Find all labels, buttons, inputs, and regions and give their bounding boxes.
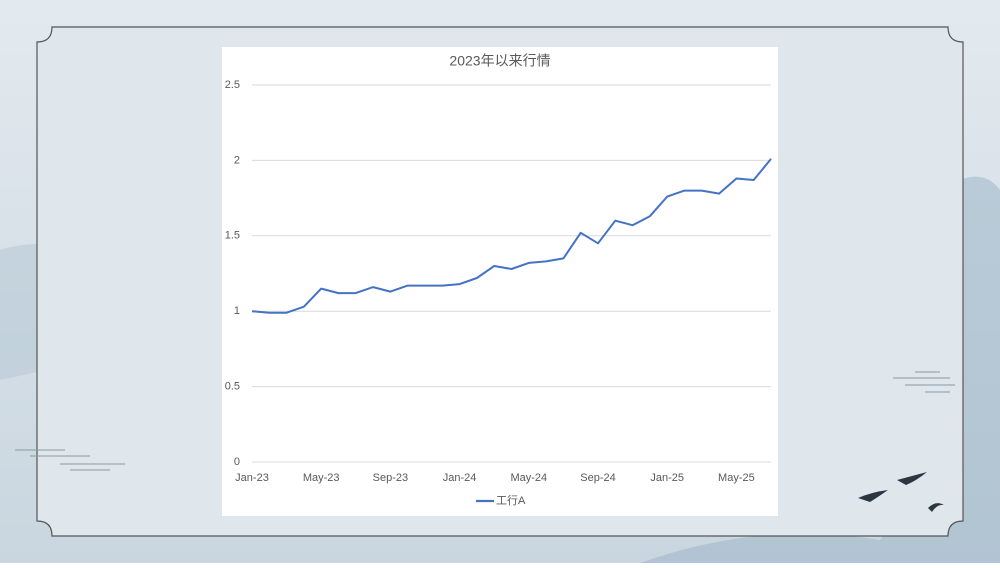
mountain xyxy=(640,176,1000,563)
chart-title: 2023年以来行情 xyxy=(449,53,550,69)
cloud xyxy=(15,371,955,471)
y-tick-label: 0 xyxy=(234,456,240,468)
x-tick-label: Sep-24 xyxy=(580,472,615,484)
x-tick-label: May-23 xyxy=(303,472,340,484)
x-tick-label: Jan-25 xyxy=(650,472,684,484)
y-tick-label: 1 xyxy=(234,305,240,317)
x-tick-label: Jan-24 xyxy=(443,472,477,484)
birds xyxy=(858,472,944,512)
series-line xyxy=(251,158,772,314)
x-tick-label: May-24 xyxy=(510,472,547,484)
x-tick-label: May-25 xyxy=(718,472,755,484)
y-tick-label: 0.5 xyxy=(225,381,240,393)
chart-area xyxy=(222,47,778,516)
x-tick-label: Jan-23 xyxy=(235,472,269,484)
y-tick-label: 2.5 xyxy=(225,79,240,91)
legend-label: 工行A xyxy=(496,494,526,507)
y-tick-label: 1.5 xyxy=(225,230,240,242)
y-tick-label: 2 xyxy=(234,154,240,166)
x-tick-label: Sep-23 xyxy=(373,472,408,484)
